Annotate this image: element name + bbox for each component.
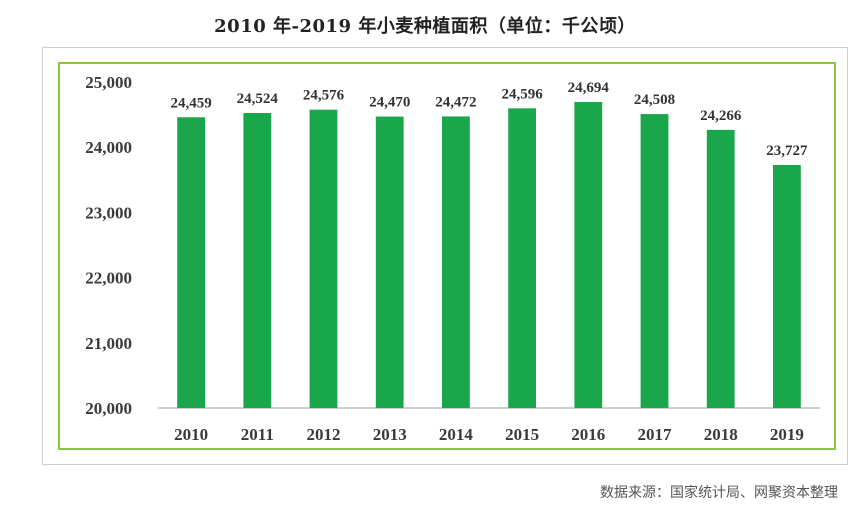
bar-2017	[640, 114, 669, 408]
bar-2015	[508, 108, 537, 409]
data-label: 24,694	[568, 80, 610, 96]
data-label: 24,596	[501, 86, 543, 102]
data-label: 24,470	[369, 95, 410, 111]
x-tick-label: 2018	[704, 425, 738, 444]
chart-frame	[58, 62, 836, 450]
data-label: 23,727	[766, 143, 808, 159]
data-source-note: 数据来源：国家统计局、网聚资本整理	[600, 485, 838, 501]
x-tick-label: 2016	[571, 425, 605, 444]
x-tick-label: 2013	[373, 425, 407, 444]
x-tick-label: 2019	[770, 425, 804, 444]
x-tick-label: 2012	[307, 425, 341, 444]
x-tick-label: 2011	[241, 425, 274, 444]
bar-2011	[243, 113, 272, 408]
y-tick-label: 22,000	[85, 269, 132, 288]
bar-2012	[309, 109, 338, 408]
y-tick-label: 21,000	[85, 334, 132, 353]
bar-2018	[706, 129, 735, 408]
data-label: 24,508	[634, 92, 675, 108]
x-tick-label: 2014	[439, 425, 474, 444]
data-label: 24,576	[303, 88, 345, 104]
x-tick-label: 2017	[638, 425, 673, 444]
bar-2019	[772, 164, 801, 408]
outer-frame	[42, 47, 848, 465]
data-label: 24,459	[170, 95, 211, 111]
y-tick-label: 25,000	[85, 73, 132, 92]
x-tick-label: 2010	[174, 425, 208, 444]
chart-title: 2010 年-2019 年小麦种植面积（单位：千公顷）	[214, 16, 636, 37]
bar-2010	[177, 117, 206, 409]
y-tick-label: 20,000	[85, 399, 132, 418]
x-tick-label: 2015	[505, 425, 539, 444]
data-label: 24,472	[435, 94, 476, 110]
y-tick-label: 23,000	[85, 203, 132, 222]
data-label: 24,524	[237, 91, 279, 107]
bar-2016	[574, 101, 603, 408]
data-label: 24,266	[700, 108, 742, 124]
y-tick-label: 24,000	[85, 138, 132, 157]
bar-2013	[375, 116, 404, 408]
bar-2014	[441, 116, 470, 408]
